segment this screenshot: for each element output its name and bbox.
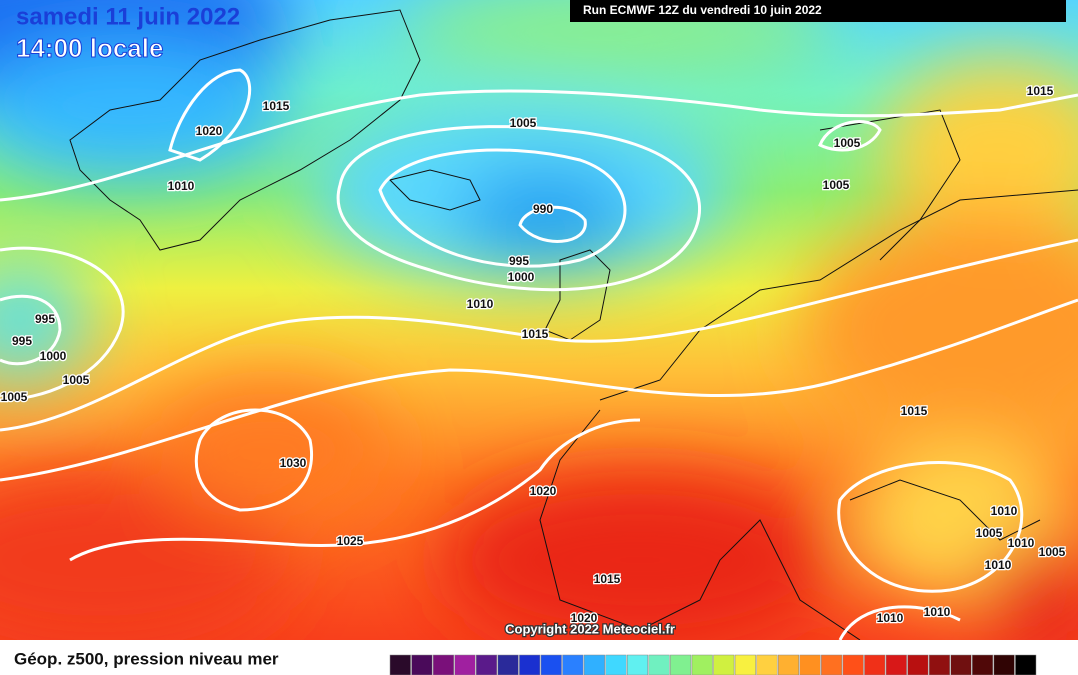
isobar-label: 1030 <box>280 456 307 470</box>
isobar-label: 1020 <box>196 124 223 138</box>
isobar-label: 1005 <box>1 390 28 404</box>
isobar-label: 995 <box>509 254 529 268</box>
isobar-label: 1010 <box>985 558 1012 572</box>
scale-swatch <box>1015 654 1037 675</box>
scale-swatch <box>799 654 821 675</box>
scale-swatch <box>454 654 476 675</box>
isobar-label: 1005 <box>976 526 1003 540</box>
isobar-label: 1000 <box>508 270 535 284</box>
isobar-label: 1005 <box>834 136 861 150</box>
isobar-label: 1020 <box>571 611 598 625</box>
scale-swatch <box>864 654 886 675</box>
scale-swatch <box>842 654 864 675</box>
scale-swatch <box>734 654 756 675</box>
legend-title: Géop. z500, pression niveau mer <box>14 649 279 668</box>
scale-swatch <box>885 654 907 675</box>
scale-swatch <box>648 654 670 675</box>
scale-swatch <box>950 654 972 675</box>
isobar-label: 1015 <box>594 572 621 586</box>
scale-swatch <box>497 654 519 675</box>
scale-swatch <box>821 654 843 675</box>
scale-swatch <box>777 654 800 675</box>
scale-swatch <box>432 654 454 675</box>
scale-swatch <box>993 654 1015 675</box>
isobar-label: 1010 <box>467 297 494 311</box>
scale-swatch <box>626 654 649 675</box>
isobar-label: 1010 <box>924 605 951 619</box>
isobar-label: 1020 <box>530 484 557 498</box>
copyright: Copyright 2022 Meteociel.fr <box>505 621 675 636</box>
isobar-label: 1005 <box>1039 545 1066 559</box>
scale-swatch <box>713 654 735 675</box>
scale-swatch <box>389 654 411 675</box>
scale-swatch <box>540 654 562 675</box>
isobar-label: 1015 <box>1027 84 1054 98</box>
isobar-label: 1005 <box>823 178 850 192</box>
run-info: Run ECMWF 12Z du vendredi 10 juin 2022 <box>583 3 822 17</box>
isobar-label: 1015 <box>901 404 928 418</box>
isobar-label: 1015 <box>263 99 290 113</box>
isobar-label: 1000 <box>40 349 67 363</box>
scale-swatch <box>972 654 994 675</box>
scale-swatch <box>605 654 627 675</box>
isobar-label: 1005 <box>510 116 537 130</box>
isobar-label: 990 <box>533 202 553 216</box>
isobar-label: 1005 <box>63 373 90 387</box>
map-time: 14:00 locale <box>16 33 163 63</box>
isobar-label: 1015 <box>522 327 549 341</box>
isobar-labels: 1015102010101005990995100010101015995995… <box>0 83 1067 627</box>
isobar-label: 995 <box>12 334 32 348</box>
scale-swatch <box>670 654 692 675</box>
scale-swatch <box>411 654 433 675</box>
coastlines <box>69 9 1078 640</box>
isobar-label: 1010 <box>1008 536 1035 550</box>
isobar-label: 1025 <box>337 534 364 548</box>
isobars <box>0 68 1078 640</box>
scale-swatch <box>907 654 929 675</box>
scale-swatch <box>756 654 778 675</box>
map-area <box>0 0 1078 640</box>
scale-swatch <box>562 654 584 675</box>
scale-swatch <box>928 654 950 675</box>
isobar-label: 1010 <box>991 504 1018 518</box>
isobar-label: 1010 <box>877 611 904 625</box>
scale-swatch <box>583 654 605 675</box>
color-scale <box>389 654 1037 675</box>
isobar-label: 995 <box>35 312 55 326</box>
run-banner <box>570 0 1066 22</box>
scale-swatch <box>691 654 713 675</box>
scale-swatch <box>476 654 498 675</box>
scale-swatch <box>519 654 541 675</box>
isobar-label: 1010 <box>168 179 195 193</box>
map-date: samedi 11 juin 2022 <box>16 3 240 30</box>
